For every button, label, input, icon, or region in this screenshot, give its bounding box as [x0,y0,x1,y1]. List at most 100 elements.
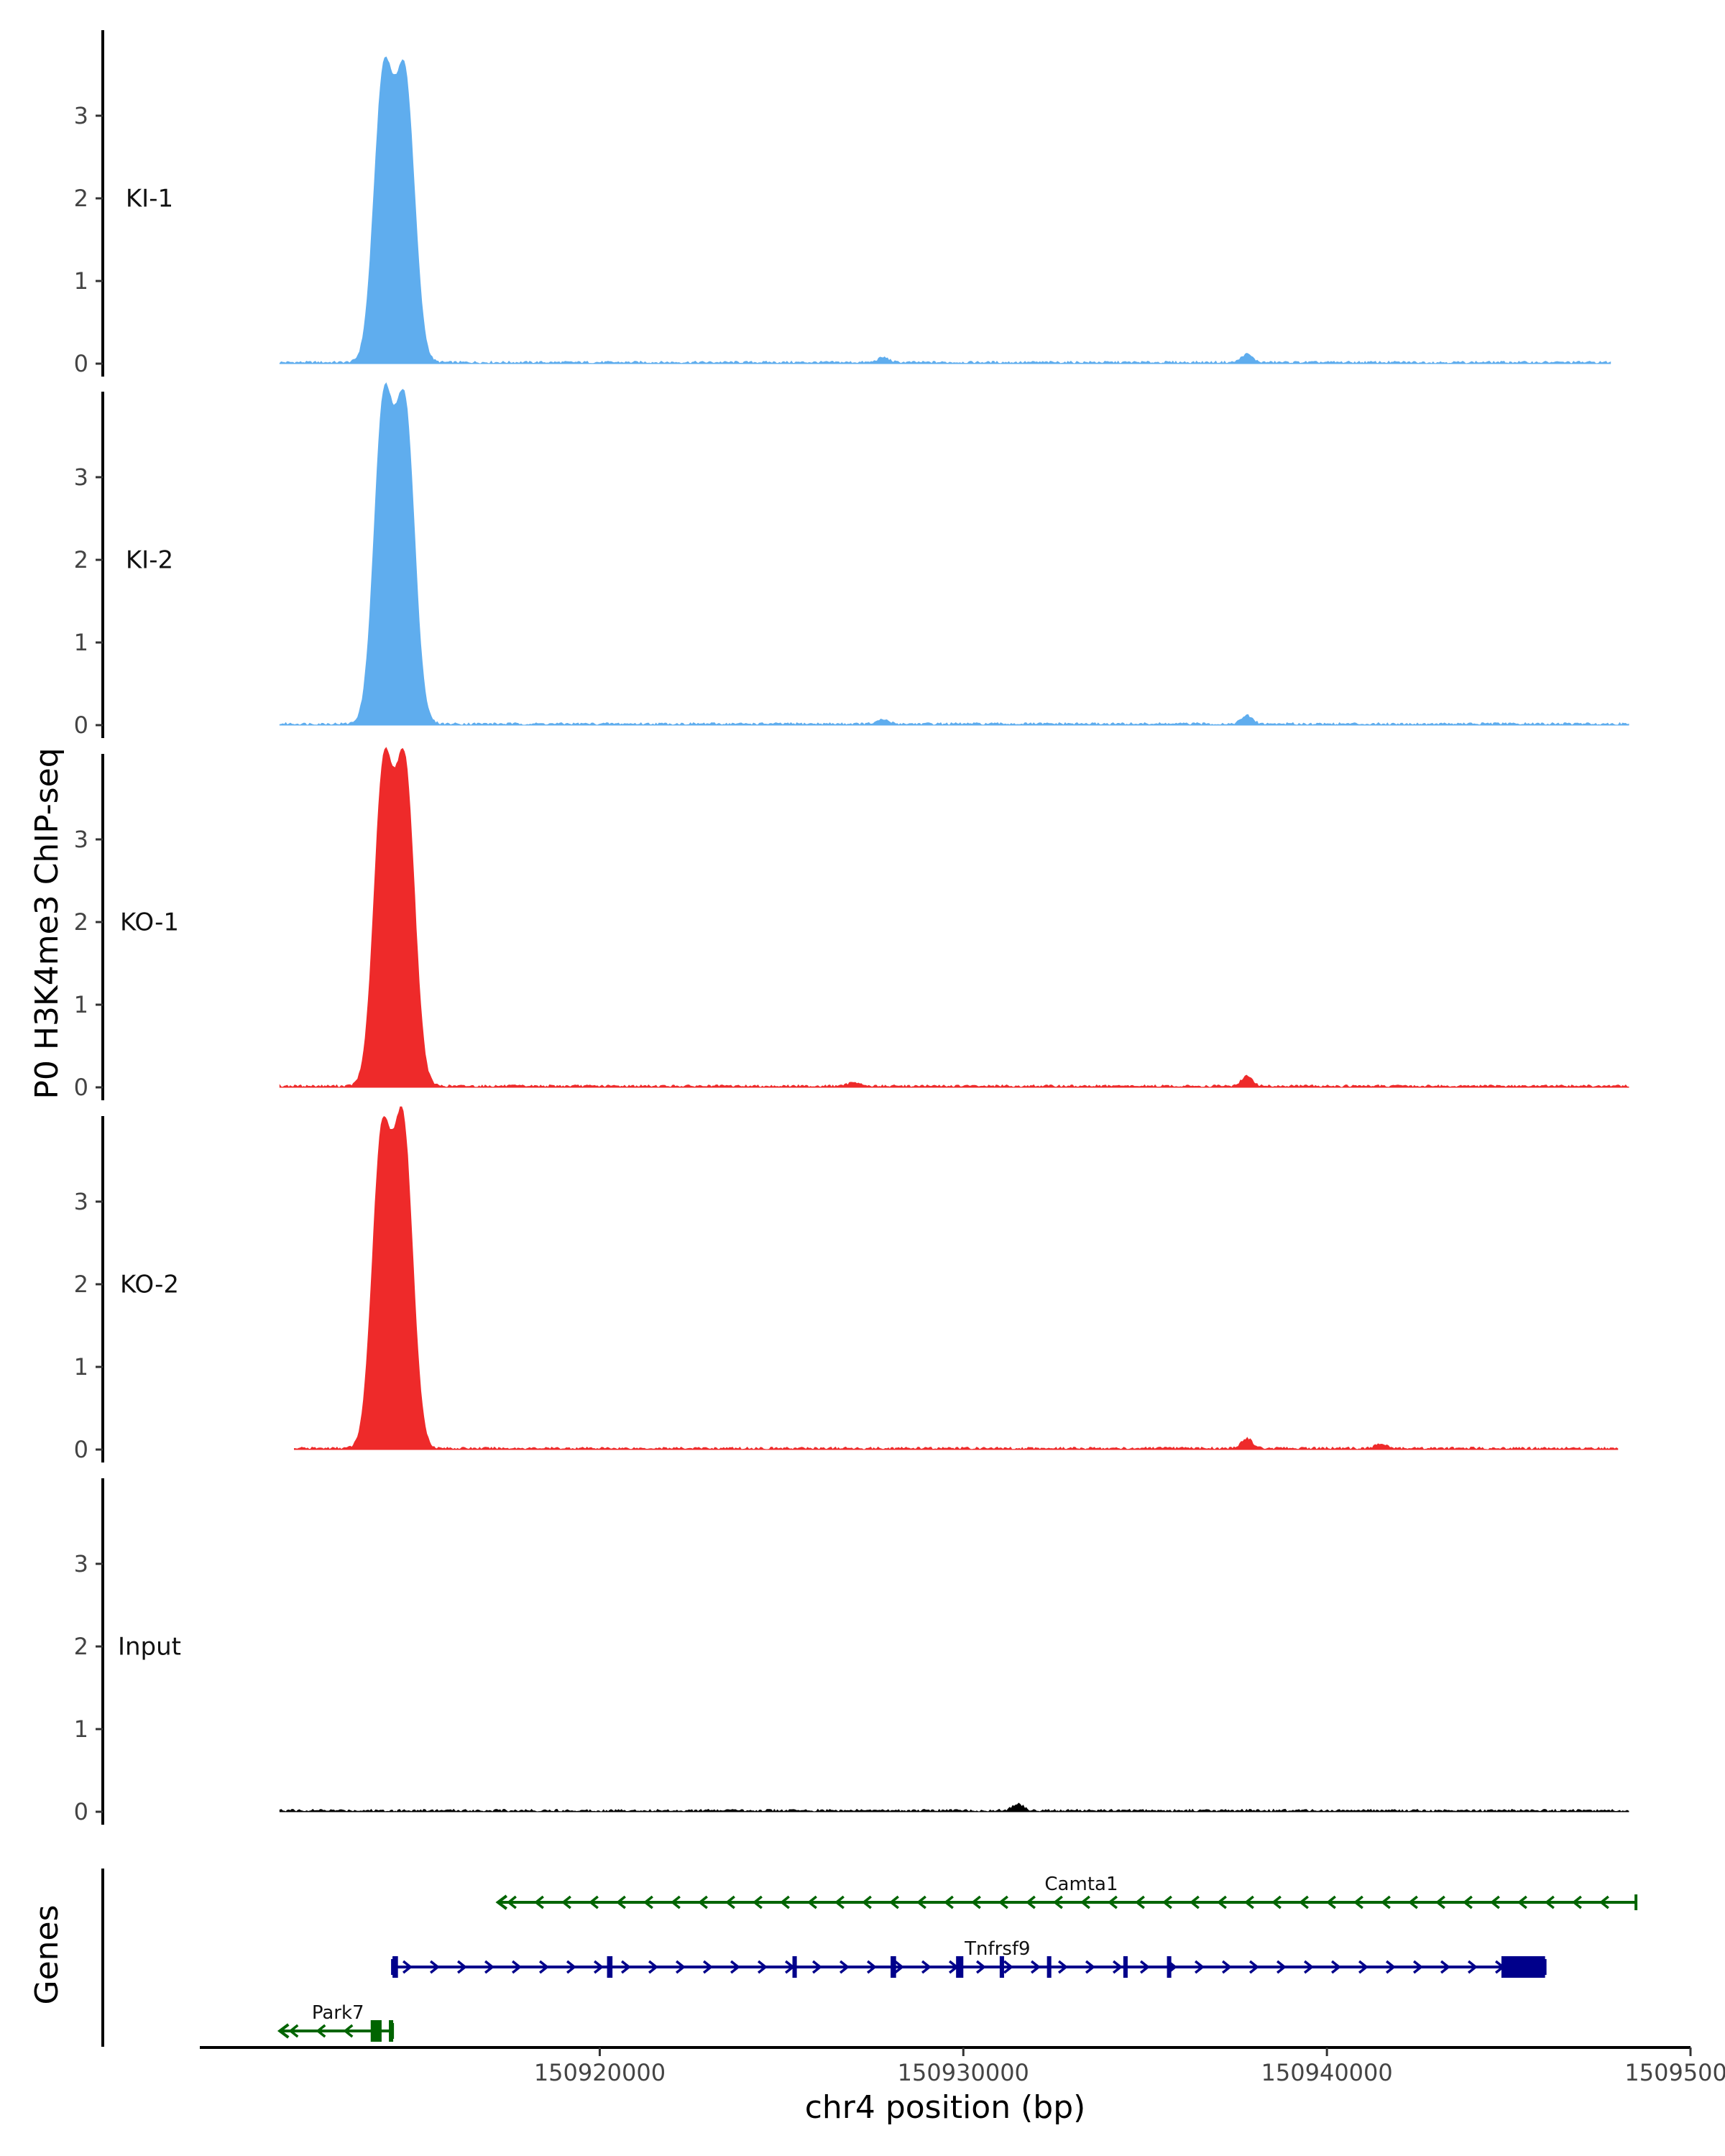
exon-block [1046,1956,1052,1978]
strand-arrow-icon [484,1960,494,1974]
y-tick-label: 3 [74,1550,88,1577]
coverage-area-input [279,1802,1629,1812]
strand-arrow-icon [1243,1895,1254,1909]
strand-arrow-icon [457,1960,467,1974]
strand-arrow-icon [1113,1960,1123,1974]
exon-block [1167,1956,1172,1978]
strand-arrow-icon [1058,1960,1068,1974]
y-tick-label: 0 [74,350,88,377]
strand-arrow-icon [1189,1895,1200,1909]
strand-arrow-icon [588,1895,599,1909]
strand-arrow-icon [1031,1960,1041,1974]
strand-arrow-icon [861,1895,872,1909]
coverage-area-ki-1 [279,56,1611,364]
strand-arrow-icon [1517,1895,1527,1909]
y-tick-label: 1 [74,1353,88,1381]
y-tick-label: 3 [74,1188,88,1215]
exon-block [956,1956,964,1978]
strand-arrow-icon [1468,1960,1478,1974]
x-tick-label: 150950000 [1624,2059,1725,2086]
strand-arrow-icon [921,1960,932,1974]
strand-arrow-icon [1134,1895,1145,1909]
strand-arrow-icon [343,2024,354,2038]
y-tick-label: 3 [74,464,88,491]
x-axis-title: chr4 position (bp) [805,2089,1086,2126]
strand-arrow-icon [402,1960,413,1974]
track-label-ki-2: KI-2 [126,546,173,575]
strand-arrow-icon [1440,1960,1450,1974]
track-input: 0 1 2 3 Input [74,1478,1629,1825]
track-ko-1: 0 1 2 3 KO-1 [74,747,1629,1101]
y-tick-label: 3 [74,826,88,853]
y-tick-label: 1 [74,991,88,1018]
gene-end-arrow-icon [495,1894,507,1910]
track-label-ko-2: KO-2 [120,1271,179,1299]
strand-arrow-icon [1380,1895,1391,1909]
track-label-ko-1: KO-1 [120,908,179,937]
y-tick-label: 2 [74,546,88,573]
strand-arrow-icon [539,1960,549,1974]
strand-arrow-icon [615,1895,626,1909]
strand-arrow-icon [970,1895,981,1909]
strand-arrow-icon [752,1895,763,1909]
y-tick-label: 2 [74,185,88,212]
strand-arrow-icon [867,1960,877,1974]
y-tick-label: 0 [74,1436,88,1463]
strand-arrow-icon [676,1960,686,1974]
strand-arrow-icon [806,1895,817,1909]
strand-arrow-icon [1544,1895,1555,1909]
strand-arrow-icon [1298,1895,1309,1909]
strand-arrow-icon [1435,1895,1445,1909]
strand-arrow-icon [566,1960,576,1974]
strand-arrow-icon [1358,1960,1368,1974]
gene-label-camta1: Camta1 [1044,1874,1118,1895]
strand-arrow-icon [288,2024,299,2038]
coverage-area-ko-2 [294,1106,1619,1450]
y-tick-label: 0 [74,1074,88,1101]
strand-arrow-icon [1413,1960,1423,1974]
y-tick-label: 2 [74,1633,88,1660]
strand-arrow-icon [1249,1960,1259,1974]
y-axis-title: P0 H3K4me3 ChIP-seq [29,747,65,1099]
strand-arrow-icon [1271,1895,1282,1909]
strand-arrow-icon [533,1895,544,1909]
strand-arrow-icon [1162,1895,1172,1909]
exon-block [891,1956,896,1978]
strand-arrow-icon [1304,1960,1314,1974]
strand-arrow-icon [506,1895,517,1909]
strand-arrow-icon [1325,1895,1336,1909]
strand-arrow-icon [1489,1895,1500,1909]
strand-arrow-icon [697,1895,708,1909]
genes-axis-title: Genes [29,1904,65,2004]
strand-arrow-icon [779,1895,790,1909]
strand-arrow-icon [1276,1960,1287,1974]
exon-block [392,1956,398,1978]
strand-arrow-icon [758,1960,768,1974]
strand-arrow-icon [1571,1895,1582,1909]
strand-arrow-icon [594,1960,604,1974]
y-tick-label: 0 [74,711,88,739]
track-ko-2: 0 1 2 3 KO-2 [74,1106,1619,1463]
y-tick-label: 1 [74,1715,88,1743]
exon-block [1501,1956,1545,1978]
x-tick-label: 150930000 [898,2059,1029,2086]
track-label-input: Input [118,1633,181,1662]
y-tick-label: 0 [74,1798,88,1825]
strand-arrow-icon [1003,1960,1013,1974]
exon-block [370,2020,382,2042]
strand-arrow-icon [916,1895,926,1909]
coverage-area-ko-1 [279,747,1629,1088]
strand-arrow-icon [976,1960,986,1974]
strand-arrow-icon [1598,1895,1609,1909]
strand-arrow-icon [648,1960,658,1974]
gene-label-park7: Park7 [312,2002,364,2024]
gene-park7: Park7 [277,2002,395,2042]
strand-arrow-icon [888,1895,899,1909]
strand-arrow-icon [430,1960,440,1974]
strand-arrow-icon [621,1960,631,1974]
exon-block [607,1956,613,1978]
strand-arrow-icon [724,1895,735,1909]
strand-arrow-icon [561,1895,571,1909]
y-tick-label: 2 [74,908,88,936]
